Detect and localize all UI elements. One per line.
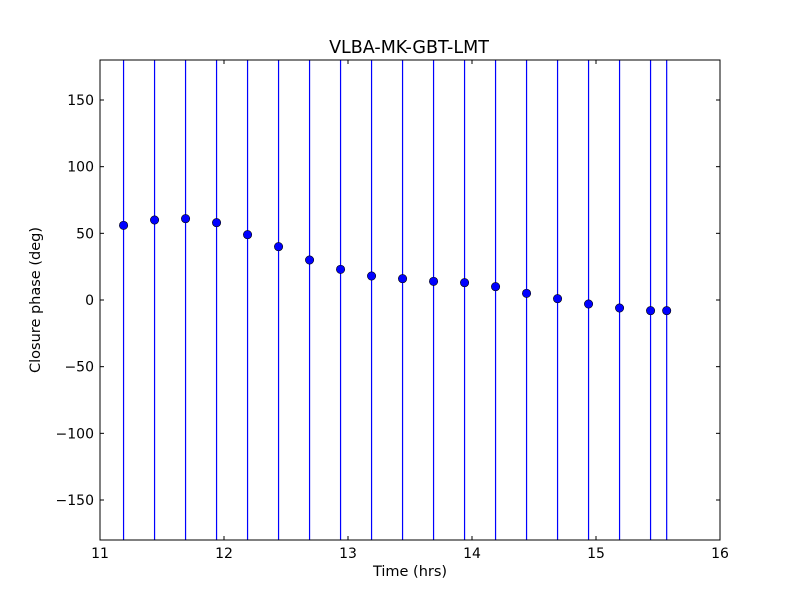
plot-area xyxy=(119,60,672,540)
y-axis-title: Closure phase (deg) xyxy=(28,227,44,373)
data-point xyxy=(243,230,253,240)
data-point xyxy=(274,242,284,252)
data-point xyxy=(150,215,160,225)
data-point xyxy=(553,294,563,304)
x-tick-label: 15 xyxy=(587,546,605,562)
data-point xyxy=(584,299,594,309)
data-point xyxy=(181,214,191,224)
data-point xyxy=(305,255,315,265)
y-tick-label: −100 xyxy=(56,426,94,442)
data-point xyxy=(398,274,408,284)
data-point xyxy=(662,306,672,316)
data-point xyxy=(119,220,129,230)
data-point xyxy=(646,306,656,316)
data-point xyxy=(212,218,222,228)
data-point xyxy=(429,276,439,286)
data-point xyxy=(367,271,377,281)
chart-title: VLBA-MK-GBT-LMT xyxy=(329,38,489,58)
x-tick-label: 14 xyxy=(463,546,481,562)
y-tick-label: 100 xyxy=(67,160,94,176)
y-tick-label: −50 xyxy=(64,360,94,376)
x-tick-label: 13 xyxy=(339,546,357,562)
data-point xyxy=(460,278,470,288)
axes-frame xyxy=(99,59,721,541)
y-tick-label: 0 xyxy=(85,293,94,309)
y-tick-label: 50 xyxy=(76,226,94,242)
x-axis: 11 12 13 14 15 16 xyxy=(91,60,729,562)
y-tick-label: 150 xyxy=(67,93,94,109)
data-point xyxy=(336,264,346,274)
y-tick-label: −150 xyxy=(56,493,94,509)
data-point xyxy=(491,282,501,292)
y-axis: −150 −100 −50 0 50 100 150 xyxy=(56,93,720,509)
x-tick-label: 12 xyxy=(215,546,233,562)
x-tick-label: 11 xyxy=(91,546,109,562)
data-point xyxy=(615,303,625,313)
x-tick-label: 16 xyxy=(711,546,729,562)
data-point xyxy=(522,288,532,298)
x-axis-title: Time (hrs) xyxy=(372,564,447,580)
